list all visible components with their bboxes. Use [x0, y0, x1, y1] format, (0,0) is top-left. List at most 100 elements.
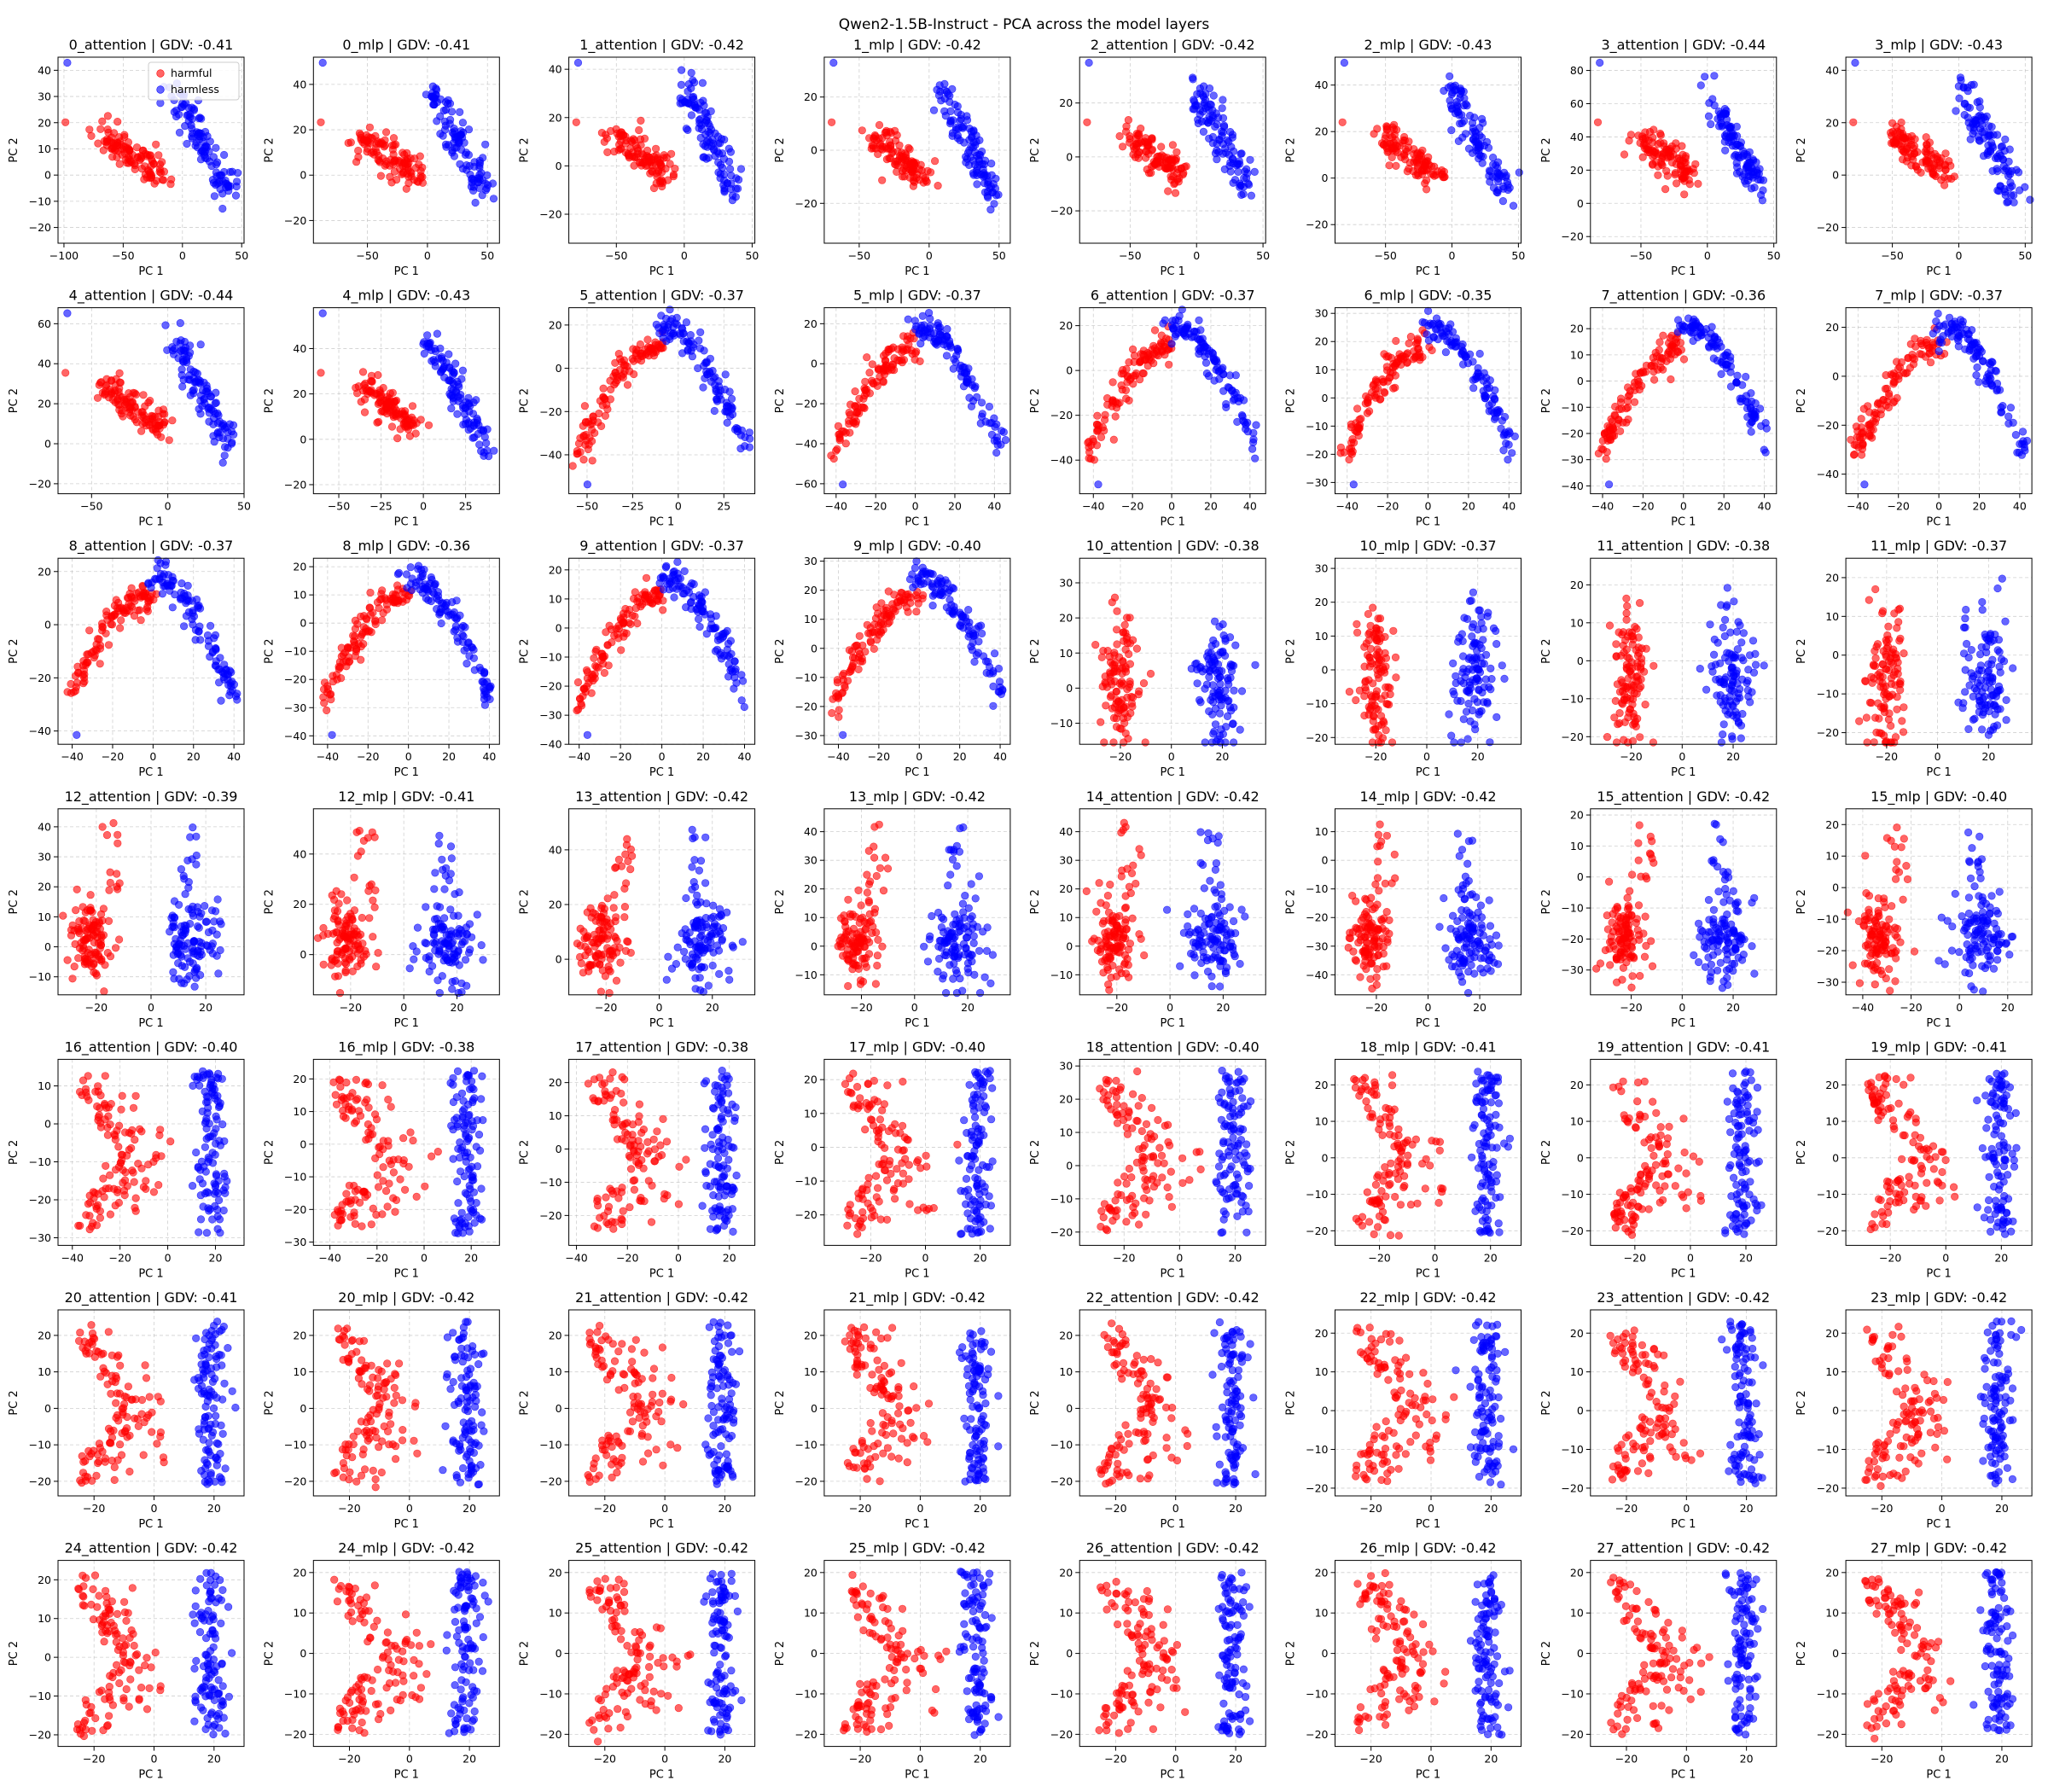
point-harmful — [1888, 119, 1897, 127]
point-harmless — [207, 393, 215, 401]
point-harmful — [637, 116, 645, 125]
point-harmful — [1649, 375, 1659, 384]
point-harmful — [389, 134, 399, 143]
subplot-title: 6_mlp | GDV: -0.35 — [1364, 288, 1492, 305]
point-harmful — [621, 148, 630, 157]
point-harmless — [463, 166, 471, 174]
point-harmless — [2010, 198, 2018, 207]
x-tick-label: 20 — [1462, 500, 1475, 513]
point-harmful — [98, 117, 107, 125]
subplot-title: 1_mlp | GDV: -0.42 — [853, 37, 981, 54]
point-harmless — [1951, 320, 1959, 329]
point-harmful — [1603, 433, 1612, 443]
point-harmful — [1847, 435, 1855, 444]
point-harmful — [1121, 386, 1130, 395]
point-harmful — [1093, 411, 1102, 420]
point-harmful — [1895, 363, 1904, 371]
point-harmful — [642, 573, 651, 582]
point-harmless — [1482, 374, 1491, 382]
point-harmless — [438, 365, 447, 374]
point-harmful — [1158, 159, 1167, 167]
point-harmful — [1157, 143, 1166, 151]
point-harmful — [139, 146, 148, 154]
point-harmless — [2001, 135, 2010, 143]
point-harmful — [887, 145, 895, 154]
point-harmless — [209, 153, 218, 161]
point-harmless — [1477, 114, 1487, 123]
point-harmful — [1649, 133, 1657, 142]
point-harmful — [1892, 138, 1900, 147]
point-harmful — [1671, 169, 1679, 177]
x-tick-label: −50 — [112, 249, 134, 262]
y-axis-label: PC 2 — [774, 137, 787, 162]
point-harmful — [375, 417, 383, 427]
point-harmful — [1389, 138, 1398, 147]
point-harmful — [1661, 148, 1670, 157]
point-harmful — [651, 348, 660, 357]
point-harmless — [1736, 394, 1744, 403]
point-harmless — [445, 350, 453, 358]
y-tick-label: 20 — [804, 317, 817, 330]
point-harmful — [1947, 174, 1956, 183]
x-tick-label: −20 — [1632, 500, 1654, 513]
x-axis-label: PC 1 — [1416, 516, 1440, 529]
y-tick-label: 0 — [1577, 197, 1584, 210]
point-harmful — [1690, 169, 1698, 177]
point-harmless — [701, 142, 709, 150]
point-harmless — [424, 587, 433, 596]
point-harmful — [1649, 125, 1658, 134]
point-harmful — [1663, 172, 1672, 180]
point-harmful — [1659, 331, 1667, 340]
point-harmless — [1485, 384, 1494, 393]
point-harmful — [125, 590, 134, 598]
point-harmless — [483, 171, 492, 179]
point-harmful — [652, 151, 660, 160]
y-tick-label: 40 — [1315, 79, 1329, 91]
point-harmful — [1130, 352, 1139, 360]
x-tick-label: 50 — [237, 500, 251, 513]
point-harmful — [399, 169, 408, 177]
point-harmful — [1386, 373, 1394, 382]
point-harmless — [216, 428, 224, 437]
point-harmless — [1701, 73, 1709, 81]
point-harmless — [1431, 325, 1440, 334]
point-harmless — [211, 631, 220, 640]
point-harmless — [168, 576, 177, 585]
x-axis-label: PC 1 — [649, 516, 674, 529]
point-harmless — [189, 106, 198, 114]
point-harmless — [183, 358, 191, 367]
point-harmless — [1423, 306, 1433, 316]
point-harmful — [845, 646, 854, 655]
point-harmful — [644, 352, 653, 360]
point-harmful — [619, 620, 628, 628]
y-tick-label: 0 — [1066, 150, 1073, 163]
point-harmful — [926, 168, 935, 177]
point-harmless — [1340, 58, 1348, 67]
point-harmless — [990, 649, 999, 658]
y-tick-label: 20 — [38, 398, 51, 410]
point-harmful — [166, 180, 175, 189]
point-harmful — [137, 616, 145, 625]
point-harmless — [1996, 182, 2004, 190]
point-harmless — [1178, 327, 1186, 336]
point-harmful — [366, 610, 375, 619]
point-harmless — [710, 406, 719, 416]
point-harmful — [1391, 383, 1399, 392]
point-harmful — [1871, 410, 1879, 419]
point-harmless — [732, 678, 741, 687]
point-harmless — [1726, 352, 1735, 361]
x-tick-label: 50 — [745, 249, 759, 262]
point-harmless — [700, 102, 708, 110]
point-harmful — [382, 128, 391, 137]
x-tick-label: 40 — [987, 500, 1001, 513]
point-harmless — [1757, 190, 1766, 200]
point-harmless — [1214, 148, 1223, 156]
point-harmful — [877, 599, 886, 608]
point-harmless — [1993, 131, 2002, 139]
point-harmless — [920, 332, 929, 340]
x-axis-label: PC 1 — [1926, 265, 1951, 278]
point-harmful — [617, 131, 625, 140]
y-tick-label: 60 — [1570, 97, 1584, 110]
point-harmful — [160, 176, 168, 184]
